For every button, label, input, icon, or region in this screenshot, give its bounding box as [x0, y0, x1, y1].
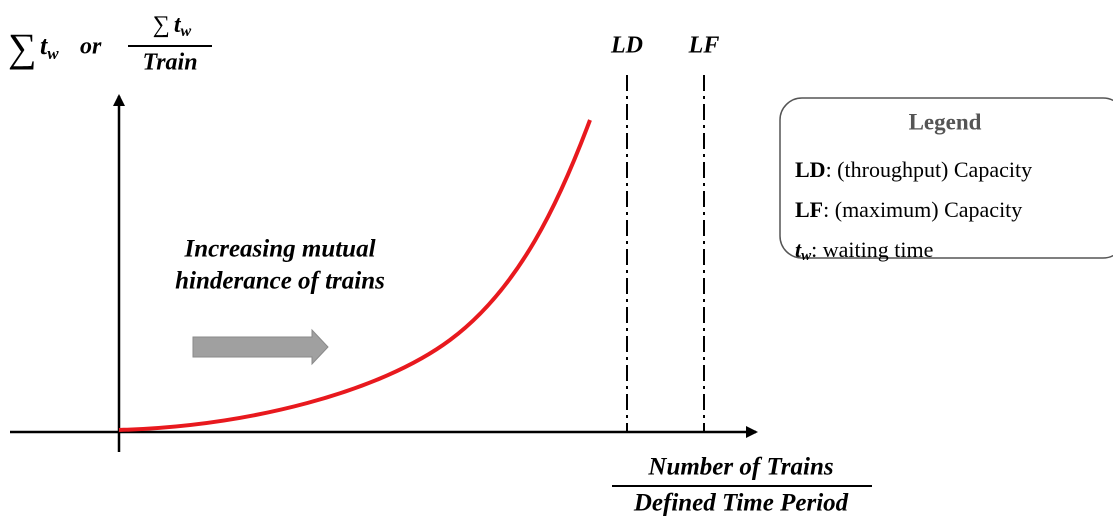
legend-box: [779, 97, 1113, 259]
x-label-numerator: Number of Trains: [647, 454, 833, 481]
waiting-time-curve: [118, 119, 592, 432]
x-label-denominator: Defined Time Period: [633, 490, 849, 517]
sum-symbol: ∑: [8, 25, 37, 70]
y-label-conj: or: [80, 34, 102, 60]
direction-arrow: [192, 328, 329, 366]
annotation-line: Increasing mutual: [183, 236, 375, 263]
y-label-var: tw: [40, 31, 59, 63]
legend-item: tw: waiting time: [795, 237, 933, 264]
legend-item: LD: (throughput) Capacity: [795, 157, 1032, 182]
ld-label: LD: [610, 33, 643, 59]
y-label-numerator: ∑ tw: [153, 12, 192, 40]
y-label-denominator: Train: [142, 50, 197, 76]
legend-title: Legend: [909, 109, 982, 134]
lf-label: LF: [688, 33, 720, 59]
annotation-line: hinderance of trains: [175, 268, 385, 295]
legend-item: LF: (maximum) Capacity: [795, 197, 1022, 222]
